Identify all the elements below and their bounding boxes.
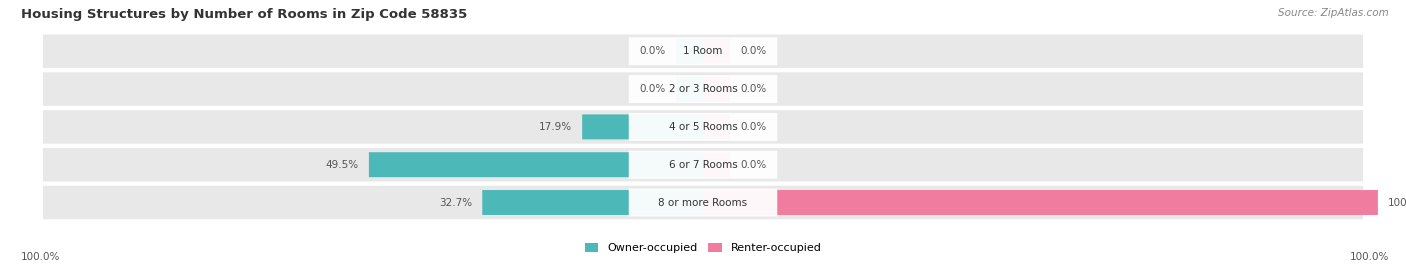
Text: 32.7%: 32.7% bbox=[439, 197, 472, 208]
Text: 1 Room: 1 Room bbox=[683, 46, 723, 56]
FancyBboxPatch shape bbox=[676, 77, 703, 102]
FancyBboxPatch shape bbox=[42, 147, 1364, 183]
FancyBboxPatch shape bbox=[582, 114, 703, 139]
Text: 49.5%: 49.5% bbox=[326, 160, 359, 170]
FancyBboxPatch shape bbox=[703, 77, 730, 102]
Text: 2 or 3 Rooms: 2 or 3 Rooms bbox=[669, 84, 737, 94]
FancyBboxPatch shape bbox=[42, 71, 1364, 107]
FancyBboxPatch shape bbox=[42, 184, 1364, 221]
FancyBboxPatch shape bbox=[703, 114, 730, 139]
Text: Source: ZipAtlas.com: Source: ZipAtlas.com bbox=[1278, 8, 1389, 18]
Text: 0.0%: 0.0% bbox=[740, 46, 766, 56]
FancyBboxPatch shape bbox=[628, 188, 778, 217]
FancyBboxPatch shape bbox=[42, 33, 1364, 69]
Text: 0.0%: 0.0% bbox=[740, 122, 766, 132]
FancyBboxPatch shape bbox=[676, 39, 703, 64]
Text: 100.0%: 100.0% bbox=[21, 252, 60, 262]
FancyBboxPatch shape bbox=[703, 39, 730, 64]
FancyBboxPatch shape bbox=[628, 75, 778, 103]
FancyBboxPatch shape bbox=[42, 109, 1364, 145]
Text: 17.9%: 17.9% bbox=[538, 122, 572, 132]
Text: Housing Structures by Number of Rooms in Zip Code 58835: Housing Structures by Number of Rooms in… bbox=[21, 8, 467, 21]
Legend: Owner-occupied, Renter-occupied: Owner-occupied, Renter-occupied bbox=[581, 238, 825, 257]
Text: 0.0%: 0.0% bbox=[640, 84, 666, 94]
FancyBboxPatch shape bbox=[628, 113, 778, 141]
Text: 6 or 7 Rooms: 6 or 7 Rooms bbox=[669, 160, 737, 170]
Text: 100.0%: 100.0% bbox=[1350, 252, 1389, 262]
Text: 8 or more Rooms: 8 or more Rooms bbox=[658, 197, 748, 208]
FancyBboxPatch shape bbox=[368, 152, 703, 177]
FancyBboxPatch shape bbox=[628, 37, 778, 65]
FancyBboxPatch shape bbox=[703, 190, 1378, 215]
Text: 0.0%: 0.0% bbox=[640, 46, 666, 56]
Text: 100.0%: 100.0% bbox=[1388, 197, 1406, 208]
FancyBboxPatch shape bbox=[628, 151, 778, 179]
FancyBboxPatch shape bbox=[482, 190, 703, 215]
FancyBboxPatch shape bbox=[703, 152, 730, 177]
Text: 0.0%: 0.0% bbox=[740, 160, 766, 170]
Text: 0.0%: 0.0% bbox=[740, 84, 766, 94]
Text: 4 or 5 Rooms: 4 or 5 Rooms bbox=[669, 122, 737, 132]
